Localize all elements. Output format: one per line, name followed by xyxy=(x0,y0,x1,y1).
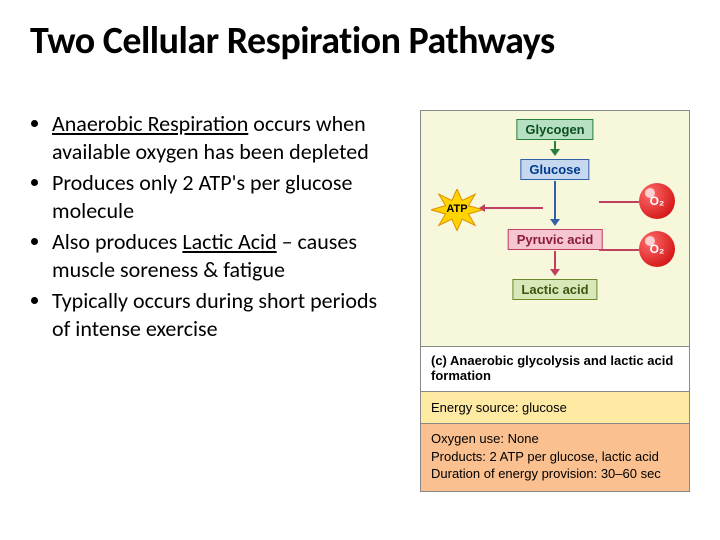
highlight-icon xyxy=(645,236,655,246)
node-glycogen: Glycogen xyxy=(516,119,593,140)
o2-connector-2 xyxy=(599,249,639,251)
arrow-head-2 xyxy=(550,219,560,226)
bullet-list: Anaerobic Respiration occurs when availa… xyxy=(30,110,390,346)
figure-info: Oxygen use: None Products: 2 ATP per glu… xyxy=(421,423,689,491)
arrow-head-1 xyxy=(550,149,560,156)
figure-panel: Glycogen Glucose Pyruvic acid Lactic aci… xyxy=(420,110,690,492)
node-glucose: Glucose xyxy=(520,159,589,180)
info-line: Duration of energy provision: 30–60 sec xyxy=(431,465,679,483)
energy-source: Energy source: glucose xyxy=(421,391,689,423)
arrow-stem-1 xyxy=(554,141,556,149)
arrow-stem-2 xyxy=(554,181,556,219)
term-lactic-acid: Lactic Acid xyxy=(182,228,276,255)
arrow-stem-3 xyxy=(554,251,556,269)
node-pyruvic: Pyruvic acid xyxy=(508,229,603,250)
o2-icon-1: O₂ xyxy=(639,183,675,219)
atp-connector-head xyxy=(479,204,485,212)
o2-icon-2: O₂ xyxy=(639,231,675,267)
node-lactic: Lactic acid xyxy=(512,279,597,300)
info-line: Oxygen use: None xyxy=(431,430,679,448)
figure-caption: (c) Anaerobic glycolysis and lactic acid… xyxy=(421,346,689,391)
highlight-icon xyxy=(645,188,655,198)
list-item: Produces only 2 ATP's per glucose molecu… xyxy=(52,169,390,224)
atp-icon: ATP xyxy=(431,189,483,229)
diagram-area: Glycogen Glucose Pyruvic acid Lactic aci… xyxy=(421,111,689,346)
page-title: Two Cellular Respiration Pathways xyxy=(30,18,690,64)
bullet-text: Also produces xyxy=(52,228,182,255)
list-item: Typically occurs during short periods of… xyxy=(52,287,390,342)
list-item: Also produces Lactic Acid – causes muscl… xyxy=(52,228,390,283)
list-item: Anaerobic Respiration occurs when availa… xyxy=(52,110,390,165)
arrow-head-3 xyxy=(550,269,560,276)
atp-label: ATP xyxy=(446,203,467,215)
info-line: Products: 2 ATP per glucose, lactic acid xyxy=(431,448,679,466)
term-anaerobic: Anaerobic Respiration xyxy=(52,110,248,137)
o2-connector-1 xyxy=(599,201,639,203)
atp-connector xyxy=(483,207,543,209)
